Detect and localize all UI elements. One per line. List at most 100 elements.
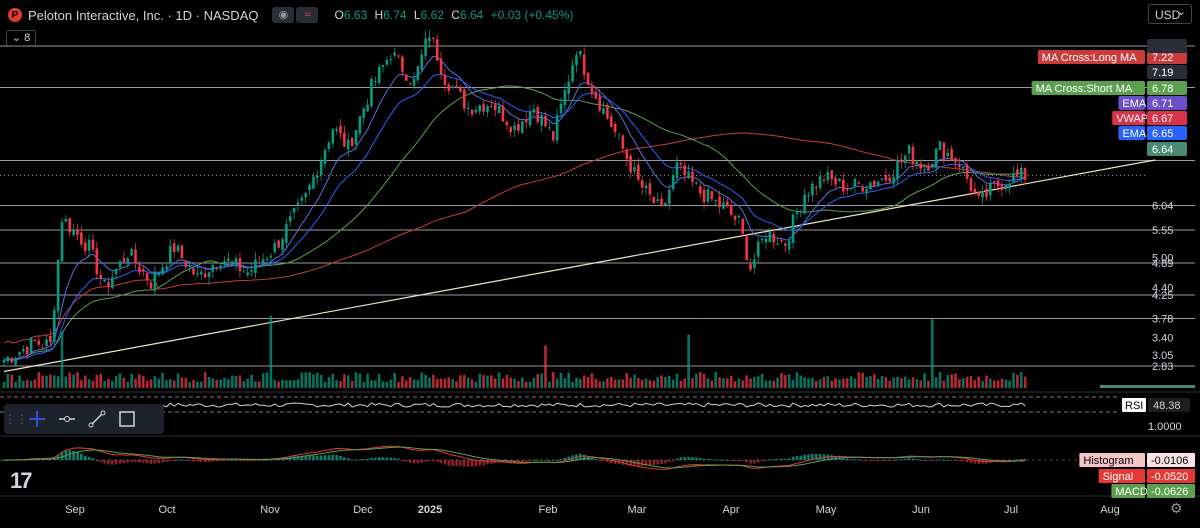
candle-body [582,54,586,75]
candle-body [462,89,466,109]
trend-line-icon[interactable] [82,406,112,432]
macd-bar [896,459,899,461]
macd-bar [540,459,543,461]
candle-body [741,218,745,234]
candle-body [965,164,969,179]
candle-body [745,236,748,261]
volume-bar [749,378,752,388]
support-trendline [3,159,1156,373]
volume-bar [1023,376,1027,388]
overlay-label: MA Cross:Short MA [1036,83,1133,95]
candle-body [528,111,532,126]
volume-bar [582,375,586,388]
macd-bar [265,459,269,461]
candle-body [312,176,315,189]
volume-bar [753,376,756,388]
horizontal-line-icon[interactable] [52,406,82,432]
gear-icon[interactable]: ⚙ [1170,500,1183,516]
volume-bar [408,377,412,388]
macd-bar [710,459,714,461]
volume-bar [250,374,253,388]
candle-body [308,185,311,191]
volume-bar [366,373,369,388]
candle-body [346,139,350,150]
volume-bar [447,377,451,388]
candle-body [33,339,37,341]
volume-bar [234,375,238,388]
volume-bar [679,380,683,388]
macd-bar [969,460,973,464]
eye-icon[interactable]: ◉ [272,7,295,23]
x-tick-11: Aug [1100,504,1120,516]
volume-bar [787,374,791,388]
candle-body [509,127,512,133]
volume-bar [606,378,609,388]
currency-select[interactable]: USD [1148,2,1192,24]
volume-bar [401,376,404,388]
macd-bar [451,460,454,466]
volume-bar [880,376,884,388]
macd-label: Signal [1103,471,1134,483]
y-tick-2: 6.04 [1152,201,1173,213]
candle-body [203,273,207,278]
grip-handle-icon[interactable]: ⋮⋮ [4,412,28,426]
volume-bar [989,378,992,388]
volume-bar [265,372,269,388]
volume-bar [501,378,505,388]
volume-bar [455,381,458,388]
candle-body [300,197,304,201]
macd-bar [590,457,594,460]
macd-bar [652,460,656,466]
candle-body [385,60,389,65]
candle-body [451,86,454,88]
macd-bar [571,455,574,460]
rsi-line [3,402,1026,411]
volume-bar [609,376,613,388]
candle-body [923,169,926,171]
candle-body [927,166,930,171]
candle-body [95,248,99,275]
visibility-controls[interactable]: ◉ ≈ [272,7,319,23]
macd-bar [865,460,868,461]
macd-bar [196,460,199,462]
top-level-badge [1147,39,1187,53]
volume-bar [706,378,710,388]
volume-bar [285,380,288,388]
candle-body [83,242,87,252]
volume-bar [493,378,497,388]
macd-badge-1: Signal -0.0520 [1098,469,1195,483]
candle-body [551,131,555,141]
volume-bar [911,377,915,388]
candle-body [517,123,520,131]
candle-body [803,194,806,214]
candle-body [319,160,323,175]
macd-bar [594,459,598,461]
overlay-badge-4: VWAP 6.67 [1112,111,1187,125]
candle-body [845,188,849,191]
candle-body [563,90,567,106]
volume-bar [482,375,485,388]
macd-bar [613,460,617,464]
symbol-title[interactable]: Peloton Interactive, Inc. · 1D · NASDAQ [28,7,259,23]
overlay-badge-2: MA Cross:Short MA 6.78 [1031,81,1187,95]
peloton-logo-icon: P [8,8,22,22]
candle-body [1000,185,1004,190]
candle-body [238,258,242,272]
volume-bar [613,379,617,388]
candle-body [737,215,741,218]
volume-bar [772,380,776,388]
x-tick-7: Apr [722,504,739,516]
macd-bar [753,460,756,464]
y-tick-10: 3.05 [1152,350,1173,362]
short-ma-line [3,85,1026,361]
candle-body [764,238,768,243]
macd-bar [111,460,114,465]
indicator-collapse-button[interactable]: ⌄ 8 [6,30,36,46]
chart-header: P Peloton Interactive, Inc. · 1D · NASDA… [8,6,577,24]
crosshair-icon[interactable] [22,406,52,432]
candle-body [590,85,594,93]
rectangle-icon[interactable] [112,406,142,432]
y-tick-11: 2.83 [1152,361,1173,373]
wave-icon[interactable]: ≈ [296,7,319,23]
